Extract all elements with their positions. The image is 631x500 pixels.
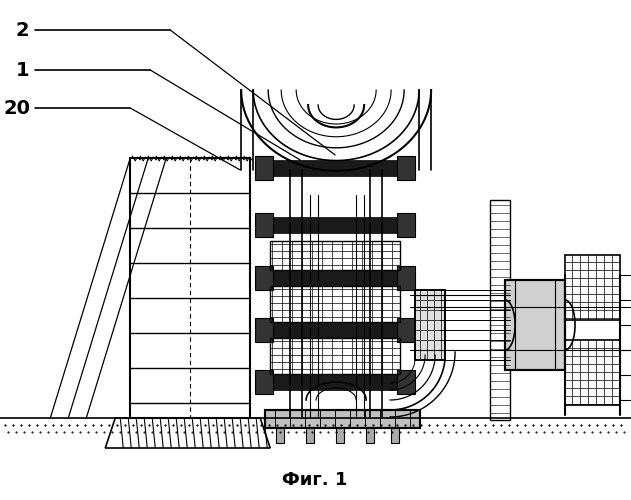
Bar — [276, 428, 284, 443]
Bar — [415, 290, 445, 360]
Bar — [397, 370, 415, 394]
Text: 1: 1 — [16, 60, 29, 80]
Bar — [565, 340, 620, 405]
Bar — [130, 158, 251, 418]
Bar — [415, 290, 445, 360]
Bar — [255, 370, 273, 394]
Bar — [505, 280, 565, 370]
Bar — [270, 374, 400, 390]
Bar — [270, 217, 400, 233]
Bar — [270, 338, 400, 374]
Bar — [306, 428, 314, 443]
Bar — [397, 318, 415, 342]
Bar — [391, 428, 399, 443]
Text: Фиг. 1: Фиг. 1 — [283, 471, 348, 489]
Bar — [336, 428, 344, 443]
Bar — [255, 156, 273, 180]
Bar — [397, 266, 415, 290]
Bar — [265, 410, 420, 428]
Bar — [270, 270, 400, 286]
Bar — [255, 318, 273, 342]
Bar — [270, 160, 400, 176]
Bar — [270, 241, 400, 270]
Bar — [255, 266, 273, 290]
Bar — [270, 286, 400, 322]
Text: 2: 2 — [16, 20, 29, 40]
Bar — [270, 322, 400, 338]
Bar — [366, 428, 374, 443]
Bar — [397, 156, 415, 180]
Bar — [505, 280, 565, 370]
Bar — [397, 213, 415, 237]
Bar — [565, 255, 620, 320]
Bar — [265, 410, 420, 428]
Bar — [255, 213, 273, 237]
Bar — [490, 200, 510, 420]
Text: 20: 20 — [4, 98, 31, 117]
